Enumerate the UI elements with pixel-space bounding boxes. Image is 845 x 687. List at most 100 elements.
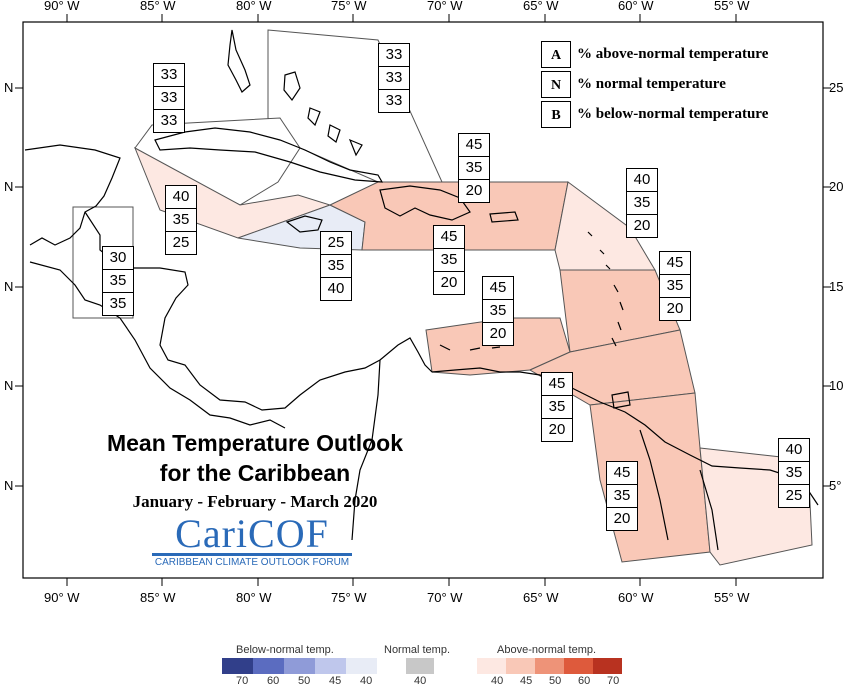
prob-normal: 35: [103, 270, 133, 293]
prob-below: 35: [109, 295, 127, 312]
scale-value: 50: [298, 675, 311, 687]
lon-tick-top: 85° W: [140, 0, 176, 13]
scale-swatch: [284, 658, 315, 674]
lat-tick-left: N: [4, 80, 14, 95]
prob-normal: 35: [607, 485, 637, 508]
prob-below: 25: [785, 487, 803, 504]
scale-swatch: [593, 658, 622, 674]
frame-ticks: [15, 14, 831, 586]
lat-tick-right: 20: [829, 179, 844, 194]
scale-swatch: [406, 658, 434, 674]
lon-tick-bottom: 70° W: [427, 590, 463, 605]
map-title-line1: Mean Temperature Outlook: [106, 430, 404, 456]
lon-tick-bottom: 85° W: [140, 590, 176, 605]
prob-box-trinidad-venezuela: 45 35 20: [541, 372, 573, 442]
caricof-logo: CariCOF: [175, 511, 329, 556]
prob-below: 20: [633, 217, 651, 234]
map-period: January - February - March 2020: [132, 492, 378, 511]
prob-box-guyana: 45 35 20: [606, 461, 638, 531]
lat-tick-right: 25: [829, 80, 844, 95]
prob-below: 20: [440, 274, 458, 291]
region-belize: [72, 206, 134, 319]
prob-below: 20: [548, 421, 566, 438]
scale-swatch: [506, 658, 535, 674]
lat-tick-left: N: [4, 179, 14, 194]
prob-box-northern-leewards: 40 35 20: [626, 168, 658, 238]
prob-above: 40: [166, 186, 196, 209]
lat-tick-left: N: [4, 279, 14, 294]
lon-tick-top: 75° W: [331, 0, 367, 13]
prob-normal: 35: [542, 396, 572, 419]
lon-tick-top: 55° W: [714, 0, 750, 13]
lon-tick-bottom: 80° W: [236, 590, 272, 605]
lon-tick-bottom: 65° W: [523, 590, 559, 605]
prob-below: 20: [666, 300, 684, 317]
lat-tick-right: 15: [829, 279, 844, 294]
logo-subtitle: CARIBBEAN CLIMATE OUTLOOK FORUM: [154, 557, 350, 568]
prob-below: 33: [385, 92, 403, 109]
prob-normal: 35: [459, 157, 489, 180]
legend-label: % above-normal temperature: [577, 46, 769, 62]
prob-normal: 35: [660, 275, 690, 298]
prob-above: 25: [321, 232, 351, 255]
prob-above: 40: [627, 169, 657, 192]
map-title-line2: for the Caribbean: [159, 460, 351, 486]
prob-normal: 35: [321, 255, 351, 278]
prob-above: 33: [379, 44, 409, 67]
prob-normal: 35: [627, 192, 657, 215]
scale-value: 60: [267, 675, 280, 687]
scale-value: 50: [549, 675, 562, 687]
scale-swatch: [346, 658, 377, 674]
prob-normal: 35: [779, 462, 809, 485]
prob-below: 20: [465, 182, 483, 199]
scale-above-label: Above-normal temp.: [497, 644, 597, 656]
prob-box-jamaica: 25 35 40: [320, 231, 352, 301]
lon-tick-top: 90° W: [44, 0, 80, 13]
prob-box-belize: 30 35 35: [102, 246, 134, 316]
prob-below: 40: [327, 280, 345, 297]
legend-above: A % above-normal temperature: [541, 41, 768, 68]
scale-swatch: [222, 658, 253, 674]
prob-box-cuba-west: 33 33 33: [153, 63, 185, 133]
prob-above: 45: [459, 134, 489, 157]
prob-box-abc: 45 35 20: [482, 276, 514, 346]
scale-value: 45: [329, 675, 342, 687]
scale-swatch: [535, 658, 564, 674]
scale-below-label: Below-normal temp.: [236, 644, 334, 656]
scale-swatch: [315, 658, 346, 674]
prob-box-western-caribbean: 40 35 25: [165, 185, 197, 255]
prob-normal: 35: [483, 300, 513, 323]
coastlines: [24, 29, 819, 551]
legend-normal: N % normal temperature: [541, 71, 726, 98]
prob-box-greater-antilles-east: 45 35 20: [458, 133, 490, 203]
prob-normal: 35: [166, 209, 196, 232]
legend-label: % below-normal temperature: [577, 106, 769, 122]
scale-value: 60: [578, 675, 591, 687]
prob-above: 45: [434, 226, 464, 249]
lon-tick-top: 70° W: [427, 0, 463, 13]
prob-above: 45: [607, 462, 637, 485]
scale-normal-label: Normal temp.: [384, 644, 451, 656]
lon-tick-bottom: 55° W: [714, 590, 750, 605]
legend-key: N: [541, 71, 571, 98]
scale-value: 70: [236, 675, 249, 687]
lon-tick-top: 60° W: [618, 0, 654, 13]
legend-key: B: [541, 101, 571, 128]
prob-normal: 33: [379, 67, 409, 90]
prob-above: 45: [660, 252, 690, 275]
legend-label: % normal temperature: [577, 76, 726, 92]
lon-tick-top: 80° W: [236, 0, 272, 13]
prob-below: 20: [613, 510, 631, 527]
scale-value: 40: [491, 675, 504, 687]
prob-above: 40: [779, 439, 809, 462]
prob-box-bahamas: 33 33 33: [378, 43, 410, 113]
scale-value: 45: [520, 675, 533, 687]
lat-tick-left: N: [4, 478, 14, 493]
lon-tick-bottom: 60° W: [618, 590, 654, 605]
lat-tick-right: 10: [829, 378, 844, 393]
prob-box-suriname-guiana: 40 35 25: [778, 438, 810, 508]
prob-normal: 35: [434, 249, 464, 272]
prob-normal: 33: [154, 87, 184, 110]
lat-tick-left: N: [4, 378, 14, 393]
scale-swatch: [253, 658, 284, 674]
